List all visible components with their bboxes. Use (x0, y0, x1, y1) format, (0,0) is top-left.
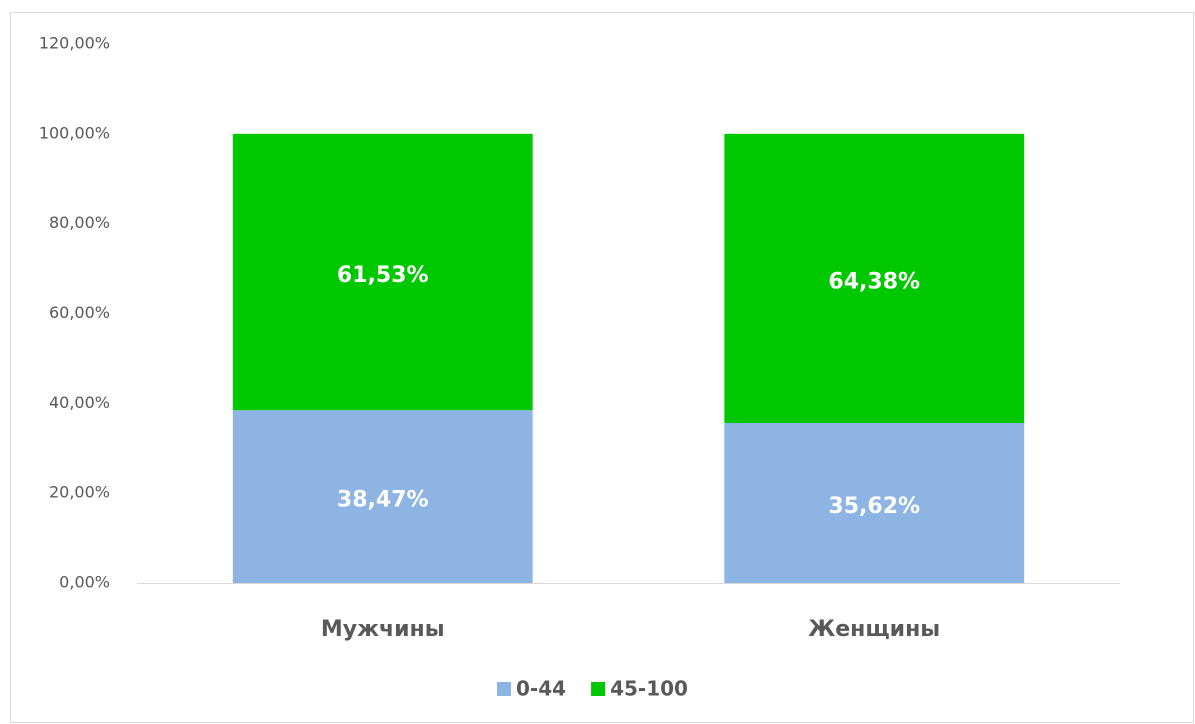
y-tick-label: 0,00% (59, 573, 110, 592)
legend-swatch (591, 682, 606, 696)
y-tick-label: 80,00% (49, 213, 110, 232)
legend-swatch (497, 682, 511, 696)
bar-segment (724, 133, 1025, 424)
legend-label: 0-44 (516, 677, 566, 701)
y-tick-label: 120,00% (39, 34, 110, 53)
legend-label: 45-100 (610, 677, 688, 701)
x-tick-label: Женщины (808, 617, 940, 642)
y-tick-label: 40,00% (49, 393, 110, 412)
data-label: 38,47% (337, 488, 429, 513)
y-tick-label: 100,00% (39, 123, 110, 142)
y-tick-label: 20,00% (49, 483, 110, 502)
bar-segment (724, 423, 1025, 583)
x-tick-label: Мужчины (321, 617, 445, 642)
bar-segment (232, 133, 533, 411)
bar-segment (232, 410, 533, 583)
data-label: 61,53% (337, 263, 429, 288)
y-tick-label: 60,00% (49, 303, 110, 322)
data-label: 64,38% (828, 269, 920, 294)
data-label: 35,62% (828, 494, 920, 519)
